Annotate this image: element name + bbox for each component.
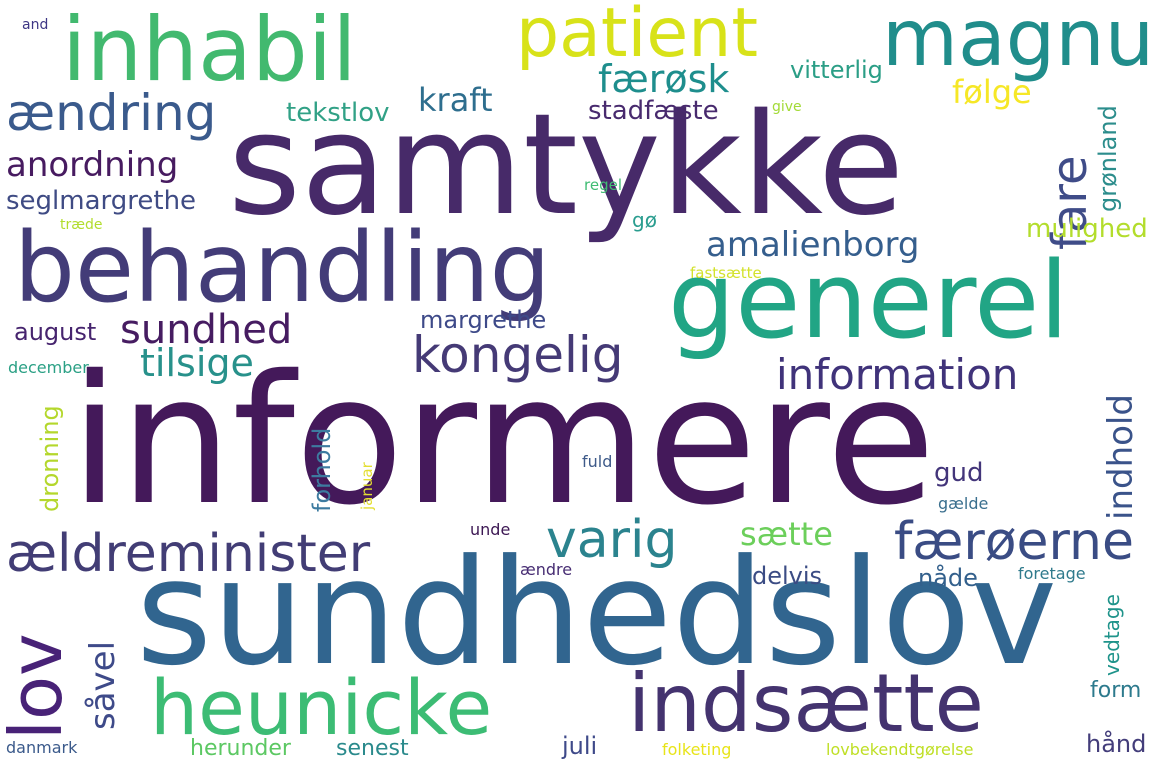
word-kraft: kraft (418, 81, 493, 119)
word-fuld: fuld (582, 452, 613, 471)
word-tilsige: tilsige (140, 341, 254, 385)
word-and: and (22, 17, 49, 33)
word-forhold: forhold (308, 427, 336, 512)
word-naade: nåde (918, 564, 978, 592)
word-stadfaeste: stadfæste (588, 96, 719, 126)
word-sundhed: sundhed (120, 307, 293, 353)
word-varig: varig (546, 510, 678, 570)
word-groenland: grønland (1094, 105, 1122, 212)
word-saette: sætte (740, 515, 833, 553)
word-patient: patient (516, 0, 758, 73)
word-folketing: folketing (662, 740, 732, 759)
word-saavel: såvel (83, 640, 123, 730)
word-margrethe: margrethe (420, 306, 547, 334)
word-kongelig: kongelig (412, 326, 624, 384)
word-amalienborg: amalienborg (706, 225, 920, 265)
word-information: information (776, 350, 1019, 399)
word-regel: regel (584, 176, 622, 194)
word-lovbekendtgoerelse: lovbekendtgørelse (826, 740, 974, 759)
word-fastsaette: fastsætte (690, 264, 762, 282)
word-foretage: foretage (1018, 564, 1086, 583)
word-juli: juli (562, 732, 598, 760)
word-gud: gud (934, 458, 984, 488)
word-aendring: ændring (6, 84, 217, 142)
word-unde: unde (470, 520, 511, 539)
word-gaelde: gælde (938, 494, 989, 513)
word-sundhedslov: sundhedslov (136, 528, 1058, 698)
word-lov: lov (0, 633, 78, 740)
word-dronning: dronning (36, 405, 64, 512)
word-vedtage: vedtage (1100, 594, 1124, 676)
word-danmark: danmark (6, 738, 78, 757)
word-faeroesk: færøsk (598, 57, 730, 101)
word-informere: informere (70, 337, 936, 544)
word-delvis: delvis (752, 562, 823, 590)
word-anordning: anordning (6, 145, 179, 185)
word-inhabil: inhabil (62, 0, 357, 101)
word-haand: hånd (1086, 730, 1147, 758)
word-december: december (8, 358, 89, 377)
word-magnu: magnu (882, 0, 1155, 84)
word-januar: januar (358, 462, 376, 510)
word-heunicke: heunicke (150, 663, 493, 752)
word-august: august (14, 318, 97, 346)
word-behandling: behandling (14, 212, 551, 324)
word-indsaette: indsætte (628, 657, 984, 750)
word-aendre: ændre (520, 560, 573, 579)
word-faeroeerne: færøerne (894, 512, 1134, 572)
word-foelge: følge (952, 73, 1032, 111)
word-vitterlig: vitterlig (790, 56, 883, 84)
word-goe: gø (632, 208, 657, 232)
word-form: form (1090, 678, 1142, 703)
word-mulighed: mulighed (1026, 214, 1148, 244)
word-senest: senest (336, 736, 409, 761)
word-give: give (772, 99, 802, 115)
word-samtykke: samtykke (228, 84, 905, 247)
word-aeldreminister: ældreminister (6, 524, 371, 584)
word-tekstlov: tekstlov (286, 98, 390, 128)
word-seglmargrethe: seglmargrethe (6, 186, 197, 216)
word-traede: træde (60, 217, 103, 233)
word-indhold: indhold (1101, 394, 1141, 520)
word-generel: generel (668, 239, 1069, 362)
word-herunder: herunder (190, 736, 291, 761)
